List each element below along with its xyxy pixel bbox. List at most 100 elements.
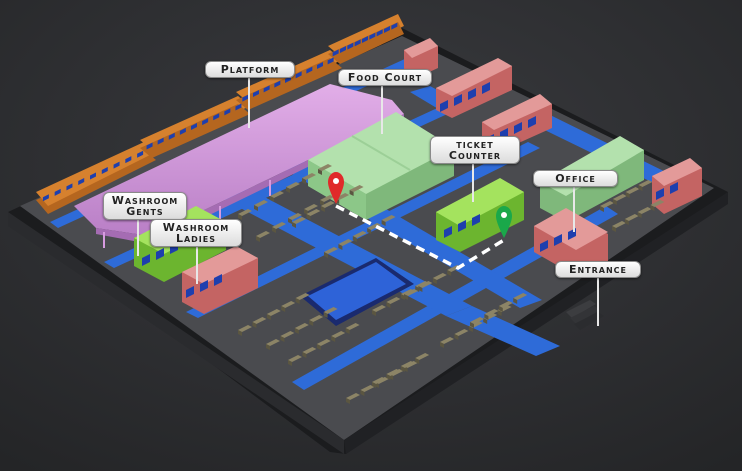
building-window [454,94,462,106]
bench-side [309,320,314,326]
entrance-label[interactable]: Entrance [555,261,641,278]
bench-side [497,310,502,316]
bench-side [600,206,604,212]
bench-side [320,206,325,212]
building-window [440,100,448,112]
building-window [186,286,194,298]
bench [272,222,286,229]
bench-side [288,218,292,224]
platform-leader [248,78,250,128]
bench [302,347,317,354]
building-window [554,234,562,246]
bench-side [638,185,643,191]
bench [266,309,281,316]
bench-side [252,322,257,328]
ticket-counter-label-line1: ticket [456,138,494,151]
washroom-ladies-label[interactable]: Washroom Ladies [150,219,242,247]
bench-side [323,312,328,318]
bench-side [295,298,300,304]
bench [238,325,252,332]
bench-side [381,220,386,226]
building-window [468,88,476,100]
train-window [224,108,231,116]
bench-side [400,294,405,300]
bench [295,293,310,300]
bench [331,331,346,338]
bench [320,201,335,208]
entrance-stairs [566,300,604,330]
bench-side [320,200,324,206]
bench [454,329,469,336]
bench [381,215,396,222]
train-window [42,194,49,202]
bench-side [637,212,642,218]
bench [256,231,270,238]
food-court-label[interactable]: Food Court [338,69,432,86]
bench [281,301,296,308]
bench-side [318,169,322,175]
washroom-ladies-label-line2: Ladies [175,232,217,245]
bench [372,305,386,312]
bench [280,331,295,338]
train-window [295,71,302,79]
bench [270,191,284,198]
building-window [156,248,164,260]
bench [624,214,639,221]
bench-side [470,322,474,328]
bench [484,309,499,316]
building-window [444,226,452,238]
bench-side [400,366,405,372]
bench-side [338,244,343,250]
building-window [200,280,208,292]
train-window [274,80,281,88]
platform-label[interactable]: Platform [205,61,295,78]
building-window [214,274,222,286]
bench [266,339,280,346]
train-window [332,49,339,57]
train-window [78,177,85,185]
train-window [146,142,153,150]
bench-side [498,306,503,312]
bench-side [650,205,655,211]
bench-side [272,227,276,233]
bench-side [302,352,307,358]
building-window [514,122,522,134]
bench [324,247,338,254]
train [36,14,404,214]
bench-side [440,342,444,348]
bench-side [270,196,274,202]
bench [418,281,433,288]
bench-side [286,187,290,193]
start-pin-map-pin-icon[interactable] [328,172,344,204]
train-window [137,150,144,158]
train-window [384,26,390,33]
bench [309,315,324,322]
bench [306,209,321,216]
washroom-gents-label[interactable]: Washroom Gents [103,192,187,220]
bench-side [331,336,336,342]
bench [349,185,364,192]
bench [316,339,331,346]
bench-side [447,270,452,276]
benches [238,164,665,404]
washroom-gents-label-line2: Gents [126,205,164,218]
building-window [482,82,490,94]
bench [288,355,302,362]
bench-side [612,226,616,232]
destination-pin-map-pin-icon[interactable] [496,206,512,238]
train-window [327,57,334,65]
ticket-counter-label[interactable]: ticket Counter [430,136,520,164]
bench [292,217,306,224]
train-window [263,85,270,93]
train-window [113,161,120,169]
office-label[interactable]: Office [533,170,618,187]
platform-label-text: Platform [220,63,280,76]
building-window [656,188,664,200]
train-window [340,46,346,53]
office-leader [573,184,575,232]
bench-side [352,236,357,242]
bench [238,209,252,216]
route-path [335,204,505,271]
bench-side [513,298,518,304]
food-court-label-text: Food Court [347,71,423,84]
